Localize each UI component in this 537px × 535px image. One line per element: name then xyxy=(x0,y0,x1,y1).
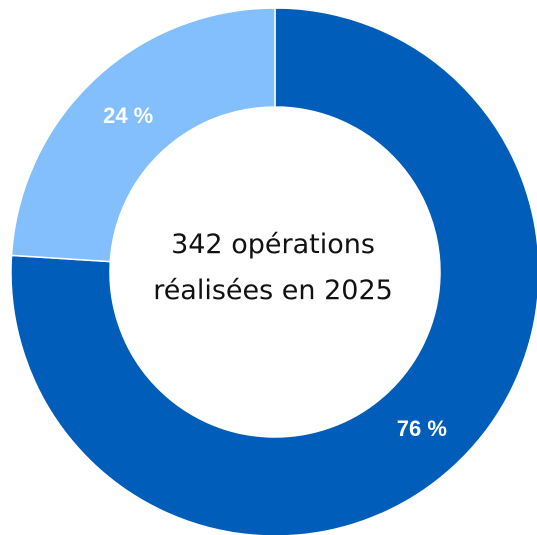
donut-slice-2 xyxy=(10,7,276,263)
center-caption: 342 opérations réalisées en 2025 xyxy=(118,222,428,314)
center-caption-line-1: 342 opérations xyxy=(171,229,375,260)
center-caption-line-2: réalisées en 2025 xyxy=(153,275,393,306)
donut-slice-1 xyxy=(10,7,537,535)
donut-slice-label-1: 76 % xyxy=(397,416,447,441)
donut-slice-label-2: 24 % xyxy=(103,103,153,128)
